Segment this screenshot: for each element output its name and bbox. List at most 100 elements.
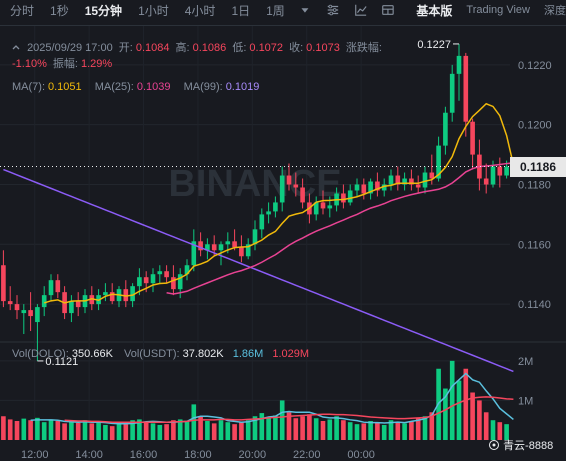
- time-tick-label: 18:00: [184, 449, 212, 461]
- volume-bar: [157, 424, 163, 440]
- volume-bar: [429, 412, 435, 440]
- volume-bar: [137, 419, 142, 440]
- open-value: 0.1084: [135, 42, 170, 54]
- ma-info-row: MA(7): 0.1051 MA(25): 0.1039 MA(99): 0.1019: [12, 81, 524, 93]
- volume-bar: [205, 421, 210, 440]
- ma7-label: MA(7):: [12, 81, 45, 93]
- timeframe-toolbar: 分时 1秒 15分钟 1小时 4小时 1日 1周 基本版 Trading Vie…: [0, 0, 566, 20]
- candle-body: [7, 301, 13, 305]
- volume-bar: [103, 424, 108, 440]
- settings-icon[interactable]: [326, 3, 340, 17]
- candle-body: [21, 310, 27, 314]
- tf-15m[interactable]: 15分钟: [84, 3, 123, 18]
- candle-body: [177, 274, 183, 290]
- time-tick-label: 00:00: [347, 449, 375, 461]
- volume-bar: [211, 423, 217, 440]
- tf-4h[interactable]: 4小时: [184, 3, 216, 18]
- price-tick-label: 0.1220: [518, 60, 552, 72]
- tf-timeline[interactable]: 分时: [10, 3, 35, 18]
- candle-body: [409, 178, 414, 185]
- candle-body: [137, 277, 142, 287]
- volume-bar: [164, 424, 169, 440]
- volume-bar: [232, 424, 237, 440]
- time-tick-label: 16:00: [130, 449, 158, 461]
- volume-bar: [184, 421, 190, 440]
- candle-body: [273, 202, 278, 212]
- candle-body: [157, 271, 163, 275]
- ma25-line: [166, 162, 514, 295]
- ohlc-info-row-2: -1.10% 振幅: 1.29%: [12, 55, 524, 71]
- volume-bar: [177, 419, 183, 440]
- volume-bar: [490, 420, 496, 440]
- vol-ma-a-value: 1.86M: [232, 348, 264, 360]
- candle-body: [225, 241, 231, 245]
- volume-bar: [504, 424, 509, 440]
- tf-1d[interactable]: 1日: [231, 3, 251, 18]
- volume-bar: [443, 388, 448, 440]
- volume-ma-a-line: [30, 372, 514, 425]
- candle-body: [232, 241, 237, 248]
- volume-tick-label: 2M: [518, 356, 533, 368]
- tf-1w[interactable]: 1周: [266, 3, 285, 18]
- layout-icon[interactable]: [381, 3, 395, 17]
- tf-1s[interactable]: 1秒: [50, 3, 69, 18]
- high-label: 高:: [175, 42, 190, 54]
- volume-bar: [191, 404, 197, 440]
- view-depth-tab[interactable]: 深度: [543, 5, 566, 17]
- view-tradingview-tab[interactable]: Trading View: [466, 4, 530, 16]
- collapse-icon[interactable]: [10, 41, 22, 53]
- candle-body: [368, 181, 373, 194]
- time-tick-label: 22:00: [293, 449, 321, 461]
- amplitude-value: 1.29%: [80, 58, 113, 70]
- volume-bar: [470, 392, 475, 440]
- volume-bar: [388, 420, 394, 440]
- candle-body: [327, 205, 333, 209]
- vol-usdt-value: 37.802K: [182, 348, 224, 360]
- ohlc-info-row: 2025/09/29 17:00 开: 0.1084 高: 0.1086 低: 0.1…: [0, 39, 512, 55]
- volume-bar: [82, 420, 88, 440]
- volume-bar: [320, 421, 326, 440]
- volume-bar: [14, 421, 20, 440]
- volume-bar: [293, 418, 299, 440]
- ma99-line: [3, 168, 514, 373]
- candle-body: [41, 295, 47, 308]
- ma7-value: 0.1051: [48, 81, 82, 93]
- close-label: 收:: [289, 42, 304, 54]
- indicator-icon[interactable]: [354, 3, 368, 17]
- volume-tick-label: 1M: [518, 395, 533, 407]
- volume-bar: [75, 422, 81, 440]
- candle-body: [422, 172, 428, 188]
- volume-bar: [198, 416, 203, 440]
- candle-body: [497, 166, 503, 176]
- volume-bar: [48, 419, 54, 440]
- amplitude-label: 振幅:: [52, 58, 78, 70]
- volume-bar: [218, 420, 224, 440]
- candle-body: [35, 307, 40, 323]
- tf-1h[interactable]: 1小时: [138, 3, 169, 18]
- candle-body: [429, 172, 435, 179]
- volume-bar: [7, 419, 13, 440]
- candle-body: [347, 190, 353, 203]
- volume-bar: [313, 418, 319, 440]
- logo-icon: [489, 440, 499, 450]
- candle-body: [381, 184, 387, 191]
- volume-ma-b-line: [64, 396, 514, 423]
- volume-bar: [130, 420, 135, 440]
- ohlc-datetime: 2025/09/29 17:00: [27, 42, 113, 54]
- candle-body: [130, 286, 135, 302]
- candle-body: [470, 121, 475, 155]
- vol-dolo-label: Vol(DOLO):: [12, 348, 69, 360]
- volume-bar: [347, 422, 353, 440]
- candle-body: [490, 166, 496, 185]
- view-basic-tab[interactable]: 基本版: [416, 3, 453, 18]
- volume-bar: [150, 423, 156, 440]
- volume-bar: [259, 413, 265, 440]
- more-timeframes-icon[interactable]: [298, 3, 312, 17]
- volume-bar: [245, 420, 251, 440]
- candle-body: [259, 214, 265, 230]
- vol-ma-b-value: 1.029M: [272, 348, 310, 360]
- time-tick-label: 14:00: [75, 449, 103, 461]
- candle-body: [463, 55, 469, 122]
- volume-bar: [225, 422, 231, 440]
